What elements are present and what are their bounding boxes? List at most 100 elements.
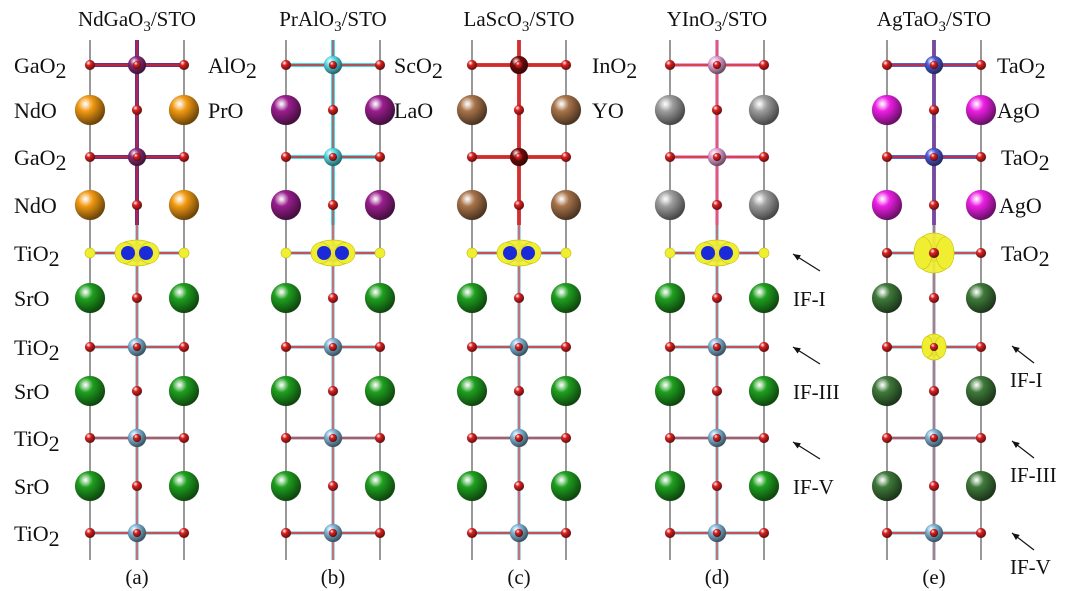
oxygen-atom <box>758 527 770 539</box>
oxygen-atom <box>712 342 722 352</box>
oxygen-atom <box>374 432 386 444</box>
layer-label-left: SrO <box>14 379 49 404</box>
oxygen-atom <box>327 385 339 397</box>
a-cation-atom <box>871 189 903 221</box>
oxygen-atom <box>328 152 338 162</box>
oxygen-atom <box>929 342 939 352</box>
sr-atom <box>456 282 488 314</box>
charge-isosurface <box>114 239 160 267</box>
panel-tag: (a) <box>125 565 148 589</box>
oxygen-atom <box>560 59 572 71</box>
sr-atom <box>456 375 488 407</box>
panel-a: NdGaO3/STO (a) GaO2 NdO GaO2 NdO TiO2 SrO TiO2 Sr… <box>14 7 200 589</box>
oxygen-atom <box>327 199 339 211</box>
oxygen-atom <box>374 341 386 353</box>
a-cation-atom <box>654 94 686 126</box>
sr-atom <box>654 470 686 502</box>
panel-title: LaScO3/STO <box>464 7 575 35</box>
oxygen-atom <box>280 527 292 539</box>
oxygen-atom <box>327 104 339 116</box>
oxygen-atom <box>881 527 893 539</box>
panel-title: NdGaO3/STO <box>78 7 196 35</box>
oxygen-atom <box>513 292 525 304</box>
oxygen-atom <box>178 432 190 444</box>
oxygen-atom <box>132 152 142 162</box>
oxygen-atom <box>327 292 339 304</box>
oxygen-atom <box>928 385 940 397</box>
a-cation-atom <box>270 189 302 221</box>
sr-atom <box>168 282 200 314</box>
sr-atom <box>74 375 106 407</box>
layer-label-left: LaO <box>394 98 433 123</box>
a-cation-atom <box>168 189 200 221</box>
layer-label-right: TaO2 <box>997 53 1046 83</box>
oxygen-atom <box>328 528 338 538</box>
sr-atom <box>364 470 396 502</box>
oxygen-atom <box>758 432 770 444</box>
oxygen-atom <box>975 59 987 71</box>
oxygen-atom <box>881 247 893 259</box>
oxygen-atom <box>881 432 893 444</box>
sr-atom <box>871 375 903 407</box>
sr-atom <box>654 282 686 314</box>
oxygen-atom <box>928 292 940 304</box>
a-cation-atom <box>550 94 582 126</box>
a-cation-atom <box>74 94 106 126</box>
oxygen-atom <box>928 247 940 259</box>
layer-label-left: PrO <box>208 98 243 123</box>
sr-atom <box>74 282 106 314</box>
a-cation-atom <box>965 94 997 126</box>
interface-label: IF-III <box>793 380 840 404</box>
oxygen-atom <box>664 432 676 444</box>
layer-label-left: GaO2 <box>14 145 67 175</box>
oxygen-atom <box>131 199 143 211</box>
a-cation-atom <box>550 189 582 221</box>
oxygen-atom <box>758 59 770 71</box>
charge-isosurface <box>694 239 740 267</box>
interface-label: IF-V <box>793 475 834 499</box>
oxygen-atom <box>466 527 478 539</box>
panel-title: AgTaO3/STO <box>877 7 991 35</box>
oxygen-atom <box>664 59 676 71</box>
layer-label-left: TiO2 <box>14 241 60 271</box>
a-cation-atom <box>364 94 396 126</box>
oxygen-atom <box>513 199 525 211</box>
oxygen-atom <box>513 480 525 492</box>
layer-label-left: AlO2 <box>208 53 257 83</box>
oxygen-atom <box>514 528 524 538</box>
oxygen-atom <box>881 59 893 71</box>
sr-atom <box>550 470 582 502</box>
panel-e: AgTaO3/STO (e) TaO2 AgO TaO2 AgO TaO2 IF-I IF-II… <box>871 7 1057 589</box>
oxygen-atom <box>84 59 96 71</box>
oxygen-atom <box>975 432 987 444</box>
sr-atom <box>748 375 780 407</box>
sr-atom <box>965 282 997 314</box>
oxygen-atom <box>975 151 987 163</box>
oxygen-atom <box>711 480 723 492</box>
oxygen-atom <box>712 152 722 162</box>
sr-atom <box>270 470 302 502</box>
sr-atom <box>168 470 200 502</box>
sr-atom <box>748 282 780 314</box>
oxygen-atom <box>514 433 524 443</box>
panel-tag: (c) <box>507 565 530 589</box>
layer-label-right: TaO2 <box>1001 241 1050 271</box>
oxygen-atom <box>328 342 338 352</box>
interface-arrow <box>1011 532 1035 551</box>
oxygen-atom <box>758 341 770 353</box>
oxygen-atom <box>131 104 143 116</box>
sr-atom <box>871 470 903 502</box>
oxygen-atom <box>929 528 939 538</box>
oxygen-atom <box>84 527 96 539</box>
sr-atom <box>364 282 396 314</box>
a-cation-atom <box>748 189 780 221</box>
panel-title: YInO3/STO <box>667 7 767 35</box>
oxygen-atom <box>132 60 142 70</box>
oxygen-atom <box>513 104 525 116</box>
oxygen-atom <box>178 527 190 539</box>
a-cation-atom <box>74 189 106 221</box>
oxygen-atom <box>374 151 386 163</box>
oxygen-atom <box>374 59 386 71</box>
sr-atom <box>270 375 302 407</box>
